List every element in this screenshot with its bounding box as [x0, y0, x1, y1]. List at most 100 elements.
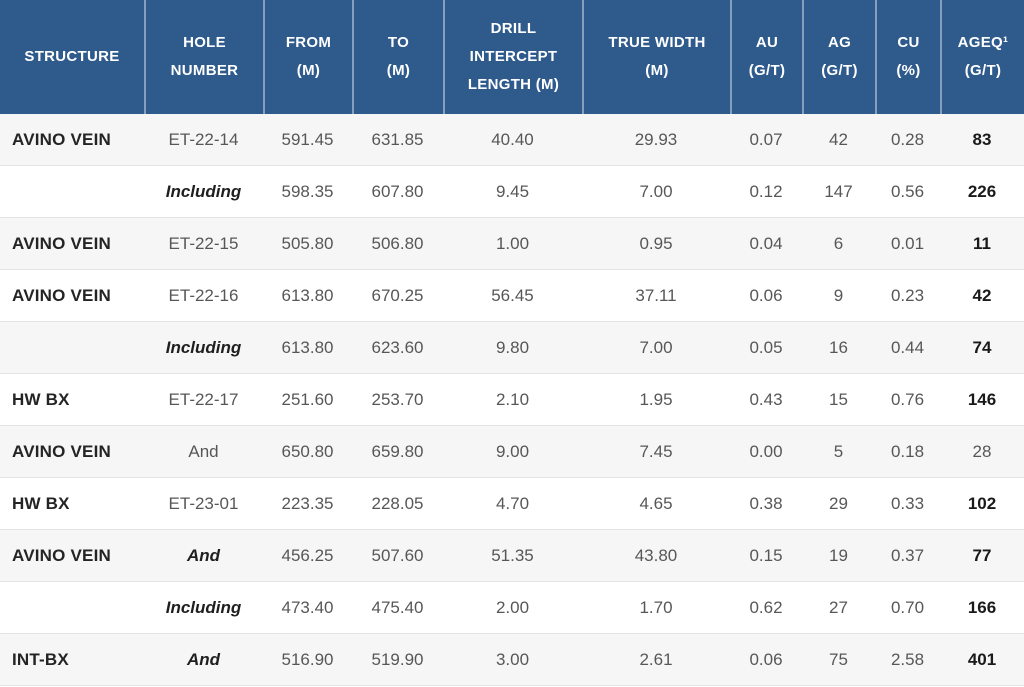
table-row: Including 613.80 623.60 9.80 7.00 0.05 16 0.44 7…: [0, 322, 1024, 374]
cell-hole-number: ET-22-16: [168, 285, 239, 305]
cell-au: 0.62: [749, 597, 783, 617]
column-header-line: (M): [645, 62, 669, 79]
cell-to: 623.60: [371, 337, 424, 357]
cell-au: 0.06: [749, 649, 783, 669]
cell-drill-intercept: 3.00: [495, 649, 530, 669]
cell-from: 598.35: [281, 181, 334, 201]
column-header-line: AU: [755, 34, 779, 52]
cell-hole-number: Including: [165, 181, 242, 201]
cell-cu: 0.18: [890, 441, 925, 461]
column-header-ag-gt: AG (G/T): [802, 0, 875, 114]
cell-true-width: 7.00: [639, 181, 673, 201]
column-header-true-width-m: TRUE WIDTH (M): [582, 0, 730, 114]
cell-au: 0.00: [749, 441, 783, 461]
cell-true-width: 1.70: [639, 597, 673, 617]
table-row: AVINO VEIN And 650.80 659.80 9.00 7.45 0.00 5 0.…: [0, 426, 1024, 478]
cell-ageq: 83: [972, 129, 992, 149]
cell-cu: 0.23: [890, 285, 925, 305]
cell-hole-number: And: [186, 545, 221, 565]
cell-true-width: 2.61: [639, 649, 673, 669]
cell-from: 456.25: [281, 545, 334, 565]
cell-ageq: 74: [972, 337, 992, 357]
cell-cu: 0.70: [890, 597, 925, 617]
cell-from: 251.60: [281, 389, 334, 409]
column-header-structure: STRUCTURE: [0, 0, 144, 114]
cell-cu: 0.56: [890, 181, 925, 201]
cell-drill-intercept: 40.40: [491, 129, 534, 149]
cell-drill-intercept: 9.80: [495, 337, 530, 357]
cell-true-width: 7.00: [639, 337, 673, 357]
column-header-au-gt: AU (G/T): [730, 0, 802, 114]
cell-ageq: 401: [967, 649, 997, 669]
column-header-hole-number: HOLE NUMBER: [144, 0, 263, 114]
cell-true-width: 37.11: [635, 285, 677, 305]
cell-ageq: 42: [972, 285, 992, 305]
cell-ag: 27: [829, 597, 848, 617]
cell-drill-intercept: 56.45: [491, 285, 534, 305]
table-row: HW BX ET-23-01 223.35 228.05 4.70 4.65 0.38 29 0…: [0, 478, 1024, 530]
cell-ag: 6: [833, 233, 844, 253]
column-header-line: AG: [827, 34, 852, 52]
cell-structure: AVINO VEIN: [12, 129, 111, 149]
cell-ageq: 11: [973, 233, 991, 253]
cell-drill-intercept: 9.00: [495, 441, 530, 461]
column-header-drill-intercept-length-m: DRILL INTERCEPT LENGTH (M): [443, 0, 582, 114]
cell-cu: 0.37: [890, 545, 925, 565]
cell-ageq: 28: [972, 441, 992, 461]
cell-ageq: 77: [972, 545, 992, 565]
column-header-from-m: FROM (M): [263, 0, 352, 114]
cell-au: 0.15: [749, 545, 783, 565]
column-header-to-m: TO (M): [352, 0, 443, 114]
column-header-line: (M): [386, 62, 411, 79]
cell-to: 519.90: [371, 649, 424, 669]
cell-ageq: 102: [967, 493, 997, 513]
cell-cu: 0.44: [890, 337, 925, 357]
cell-drill-intercept: 9.45: [495, 181, 530, 201]
cell-hole-number: Including: [165, 337, 242, 357]
column-header-line: FROM: [285, 34, 332, 52]
cell-ag: 19: [829, 545, 848, 565]
cell-hole-number: ET-23-01: [168, 493, 239, 513]
cell-to: 659.80: [371, 441, 424, 461]
cell-to: 631.85: [371, 129, 424, 149]
cell-ag: 16: [829, 337, 848, 357]
cell-ageq: 166: [967, 597, 997, 617]
table-row: AVINO VEIN And 456.25 507.60 51.35 43.80 0.15 1…: [0, 530, 1024, 582]
cell-ag: 75: [829, 649, 848, 669]
cell-from: 591.45: [281, 129, 334, 149]
cell-structure: HW BX: [12, 493, 70, 513]
cell-true-width: 4.65: [639, 493, 673, 513]
cell-true-width: 29.93: [634, 129, 678, 149]
cell-ag: 42: [829, 129, 848, 149]
cell-from: 505.80: [281, 233, 334, 253]
table-row: AVINO VEIN ET-22-14 591.45 631.85 40.40 29.93…: [0, 114, 1024, 166]
cell-structure: AVINO VEIN: [12, 233, 111, 253]
cell-true-width: 43.80: [634, 545, 678, 565]
column-header-cu-pct: CU (%): [875, 0, 940, 114]
table-row: Including 473.40 475.40 2.00 1.70 0.62 27 0.70 1…: [0, 582, 1024, 634]
cell-to: 507.60: [371, 545, 424, 565]
cell-hole-number: ET-22-14: [168, 129, 239, 149]
cell-hole-number: ET-22-17: [168, 389, 239, 409]
cell-hole-number: And: [186, 649, 221, 669]
column-header-line: (G/T): [748, 62, 786, 79]
cell-from: 613.80: [281, 337, 334, 357]
column-header-line: CU: [897, 34, 920, 52]
column-header-line: LENGTH (M): [467, 75, 560, 93]
cell-au: 0.07: [749, 129, 783, 149]
cell-from: 613.80: [281, 285, 334, 305]
cell-cu: 2.58: [890, 649, 925, 669]
cell-true-width: 0.95: [639, 233, 673, 253]
column-header-line: (G/T): [964, 62, 1002, 79]
cell-ageq: 226: [967, 181, 997, 201]
column-header-line: AGEQ¹: [957, 34, 1009, 52]
table-row: Including 598.35 607.80 9.45 7.00 0.12 147 0.56…: [0, 166, 1024, 218]
cell-ag: 15: [829, 389, 848, 409]
cell-from: 650.80: [281, 441, 334, 461]
cell-cu: 0.28: [890, 129, 925, 149]
cell-ageq: 146: [967, 389, 997, 409]
table-row: INT-BX And 516.90 519.90 3.00 2.61 0.06 75 2.58 4…: [0, 634, 1024, 686]
column-header-line: DRILL: [490, 20, 537, 38]
table-body: AVINO VEIN ET-22-14 591.45 631.85 40.40 29.93…: [0, 114, 1024, 686]
